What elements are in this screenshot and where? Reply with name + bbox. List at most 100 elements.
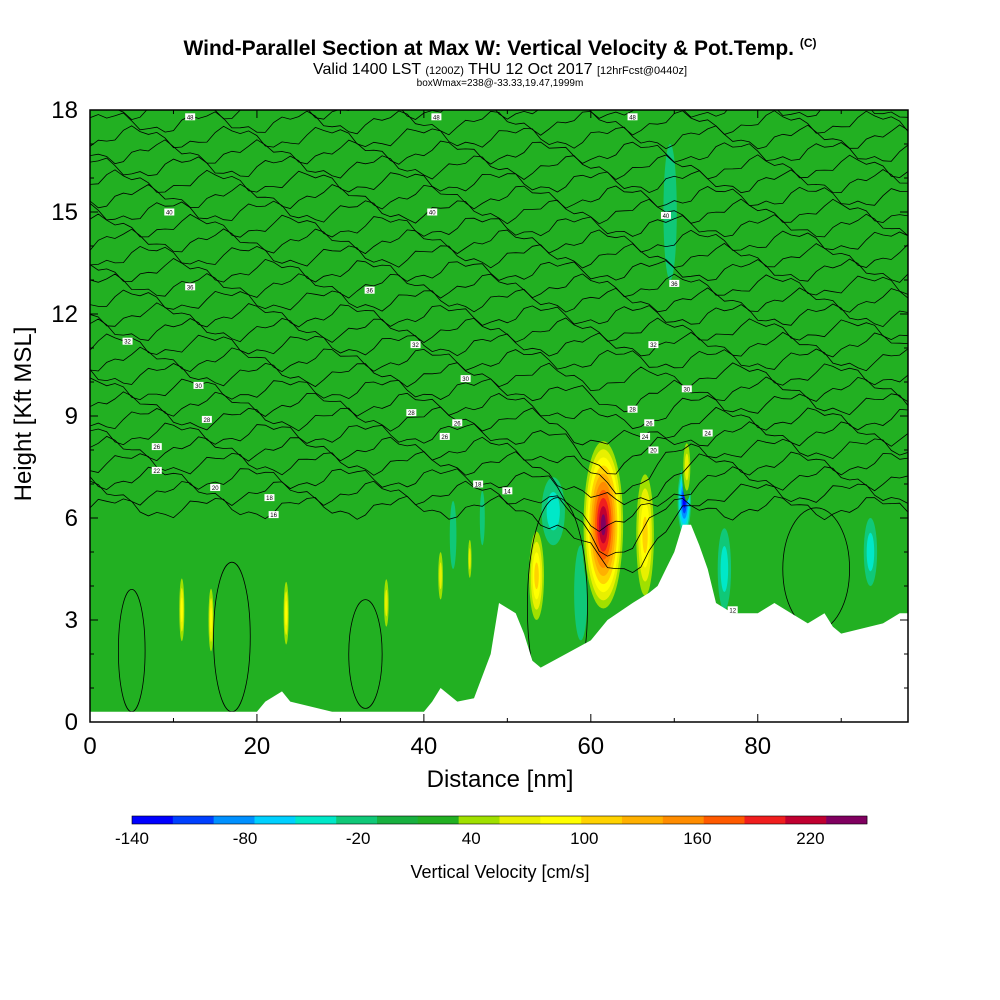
contour-label-bg (640, 432, 651, 440)
colorbar-label: Vertical Velocity [cm/s] (410, 862, 590, 882)
contour-label: 48 (433, 115, 440, 121)
contour-label-bg (410, 341, 421, 349)
contour-label-bg (164, 208, 175, 216)
theta-contour-line (90, 331, 908, 358)
contour-label-bg (627, 113, 638, 121)
colorbar-swatch (662, 816, 704, 824)
x-tick-label: 80 (744, 733, 771, 760)
contour-label-bg (210, 483, 221, 491)
theta-contour-line (90, 406, 908, 446)
theta-contour-line (90, 139, 908, 165)
contour-label-bg (627, 405, 638, 413)
contour-label-bg (473, 480, 484, 488)
theta-contour-line (90, 213, 908, 238)
updraft-band (180, 597, 183, 623)
theta-contour-line (90, 169, 908, 194)
colorbar-tick-label: 220 (796, 829, 824, 848)
colorbar-swatch (417, 816, 459, 824)
contour-label: 32 (650, 343, 657, 349)
contour-label: 32 (124, 340, 131, 346)
colorbar-swatch (826, 816, 868, 824)
y-tick-label: 12 (51, 301, 78, 328)
theta-contour-line (90, 242, 908, 269)
theta-contour-line (90, 391, 908, 430)
contour-label-bg (660, 211, 671, 219)
contour-label: 32 (412, 343, 419, 349)
contour-label: 26 (153, 445, 160, 451)
contour-label-bg (648, 341, 659, 349)
theta-contour-line (90, 124, 908, 150)
terrain-surface (90, 524, 908, 722)
contour-label-bg (193, 381, 204, 389)
contour-label: 28 (204, 418, 211, 424)
contour-label: 20 (212, 486, 219, 492)
contour-label: 18 (475, 483, 482, 489)
chart-title: Wind-Parallel Section at Max W: Vertical… (0, 36, 1000, 61)
colorbar-tick-label: 100 (570, 829, 598, 848)
theta-contour-line (90, 421, 908, 475)
contour-label-bg (727, 606, 738, 614)
colorbar-swatch (132, 816, 174, 824)
theta-contour-line (90, 302, 908, 328)
colorbar-swatch (622, 816, 664, 824)
colorbar-tick-label: -20 (346, 829, 371, 848)
updraft-band (468, 548, 471, 570)
colorbar-swatch (295, 816, 337, 824)
downdraft-band (449, 501, 457, 569)
y-tick-label: 15 (51, 199, 78, 226)
x-tick-label: 40 (411, 733, 438, 760)
updraft-band (285, 600, 288, 626)
x-tick-label: 60 (577, 733, 604, 760)
contour-label-bg (681, 385, 692, 393)
contour-label-bg (648, 446, 659, 454)
updraft-band (600, 514, 606, 536)
downdraft-band (574, 545, 588, 641)
colorbar-frame (131, 815, 868, 825)
downdraft-band (479, 490, 485, 546)
x-tick-label: 0 (83, 733, 96, 760)
updraft-band (385, 589, 388, 617)
valid-utc: (1200Z) (425, 65, 464, 77)
contour-label: 28 (629, 408, 636, 414)
contour-label: 40 (663, 214, 670, 220)
x-axis-label: Distance [nm] (426, 766, 574, 793)
valid-time-line: Valid 1400 LST (1200Z) THU 12 Oct 2017 [… (0, 61, 1000, 79)
contour-label-bg (185, 283, 196, 291)
colorbar-swatch (744, 816, 786, 824)
theta-contour-line (90, 183, 908, 210)
valid-date: THU 12 Oct 2017 (468, 61, 593, 78)
colorbar-swatch (336, 816, 378, 824)
updraft-band (534, 562, 539, 590)
downdraft-band (546, 491, 560, 531)
contour-label-bg (439, 432, 450, 440)
contour-label: 20 (650, 449, 657, 455)
theta-contour-line (90, 110, 908, 136)
contour-label-bg (502, 487, 513, 495)
colorbar-tick-label: -140 (115, 829, 149, 848)
contour-label-bg (185, 113, 196, 121)
contour-label: 26 (441, 435, 448, 441)
contour-label: 30 (195, 384, 202, 390)
contour-label: 18 (266, 496, 273, 502)
theta-contour-line (90, 480, 908, 557)
contour-label-bg (201, 415, 212, 423)
updraft-band (439, 562, 442, 590)
low-level-contour (348, 599, 383, 709)
theta-contour-line (90, 435, 908, 495)
contour-label: 16 (270, 513, 277, 519)
contour-label-bg (702, 429, 713, 437)
y-tick-label: 0 (65, 709, 78, 736)
theta-contour-line (90, 198, 908, 225)
contour-label: 28 (408, 411, 415, 417)
colorbar-swatch (172, 816, 214, 824)
contour-label-bg (122, 337, 133, 345)
colorbar-swatch (785, 816, 827, 824)
colorbar-swatch (703, 816, 745, 824)
theta-contour-line (90, 451, 908, 506)
contour-label-bg (431, 113, 442, 121)
theta-contour-line (90, 154, 908, 180)
copyright-mark: (C) (799, 36, 817, 50)
contour-label: 22 (153, 469, 160, 475)
